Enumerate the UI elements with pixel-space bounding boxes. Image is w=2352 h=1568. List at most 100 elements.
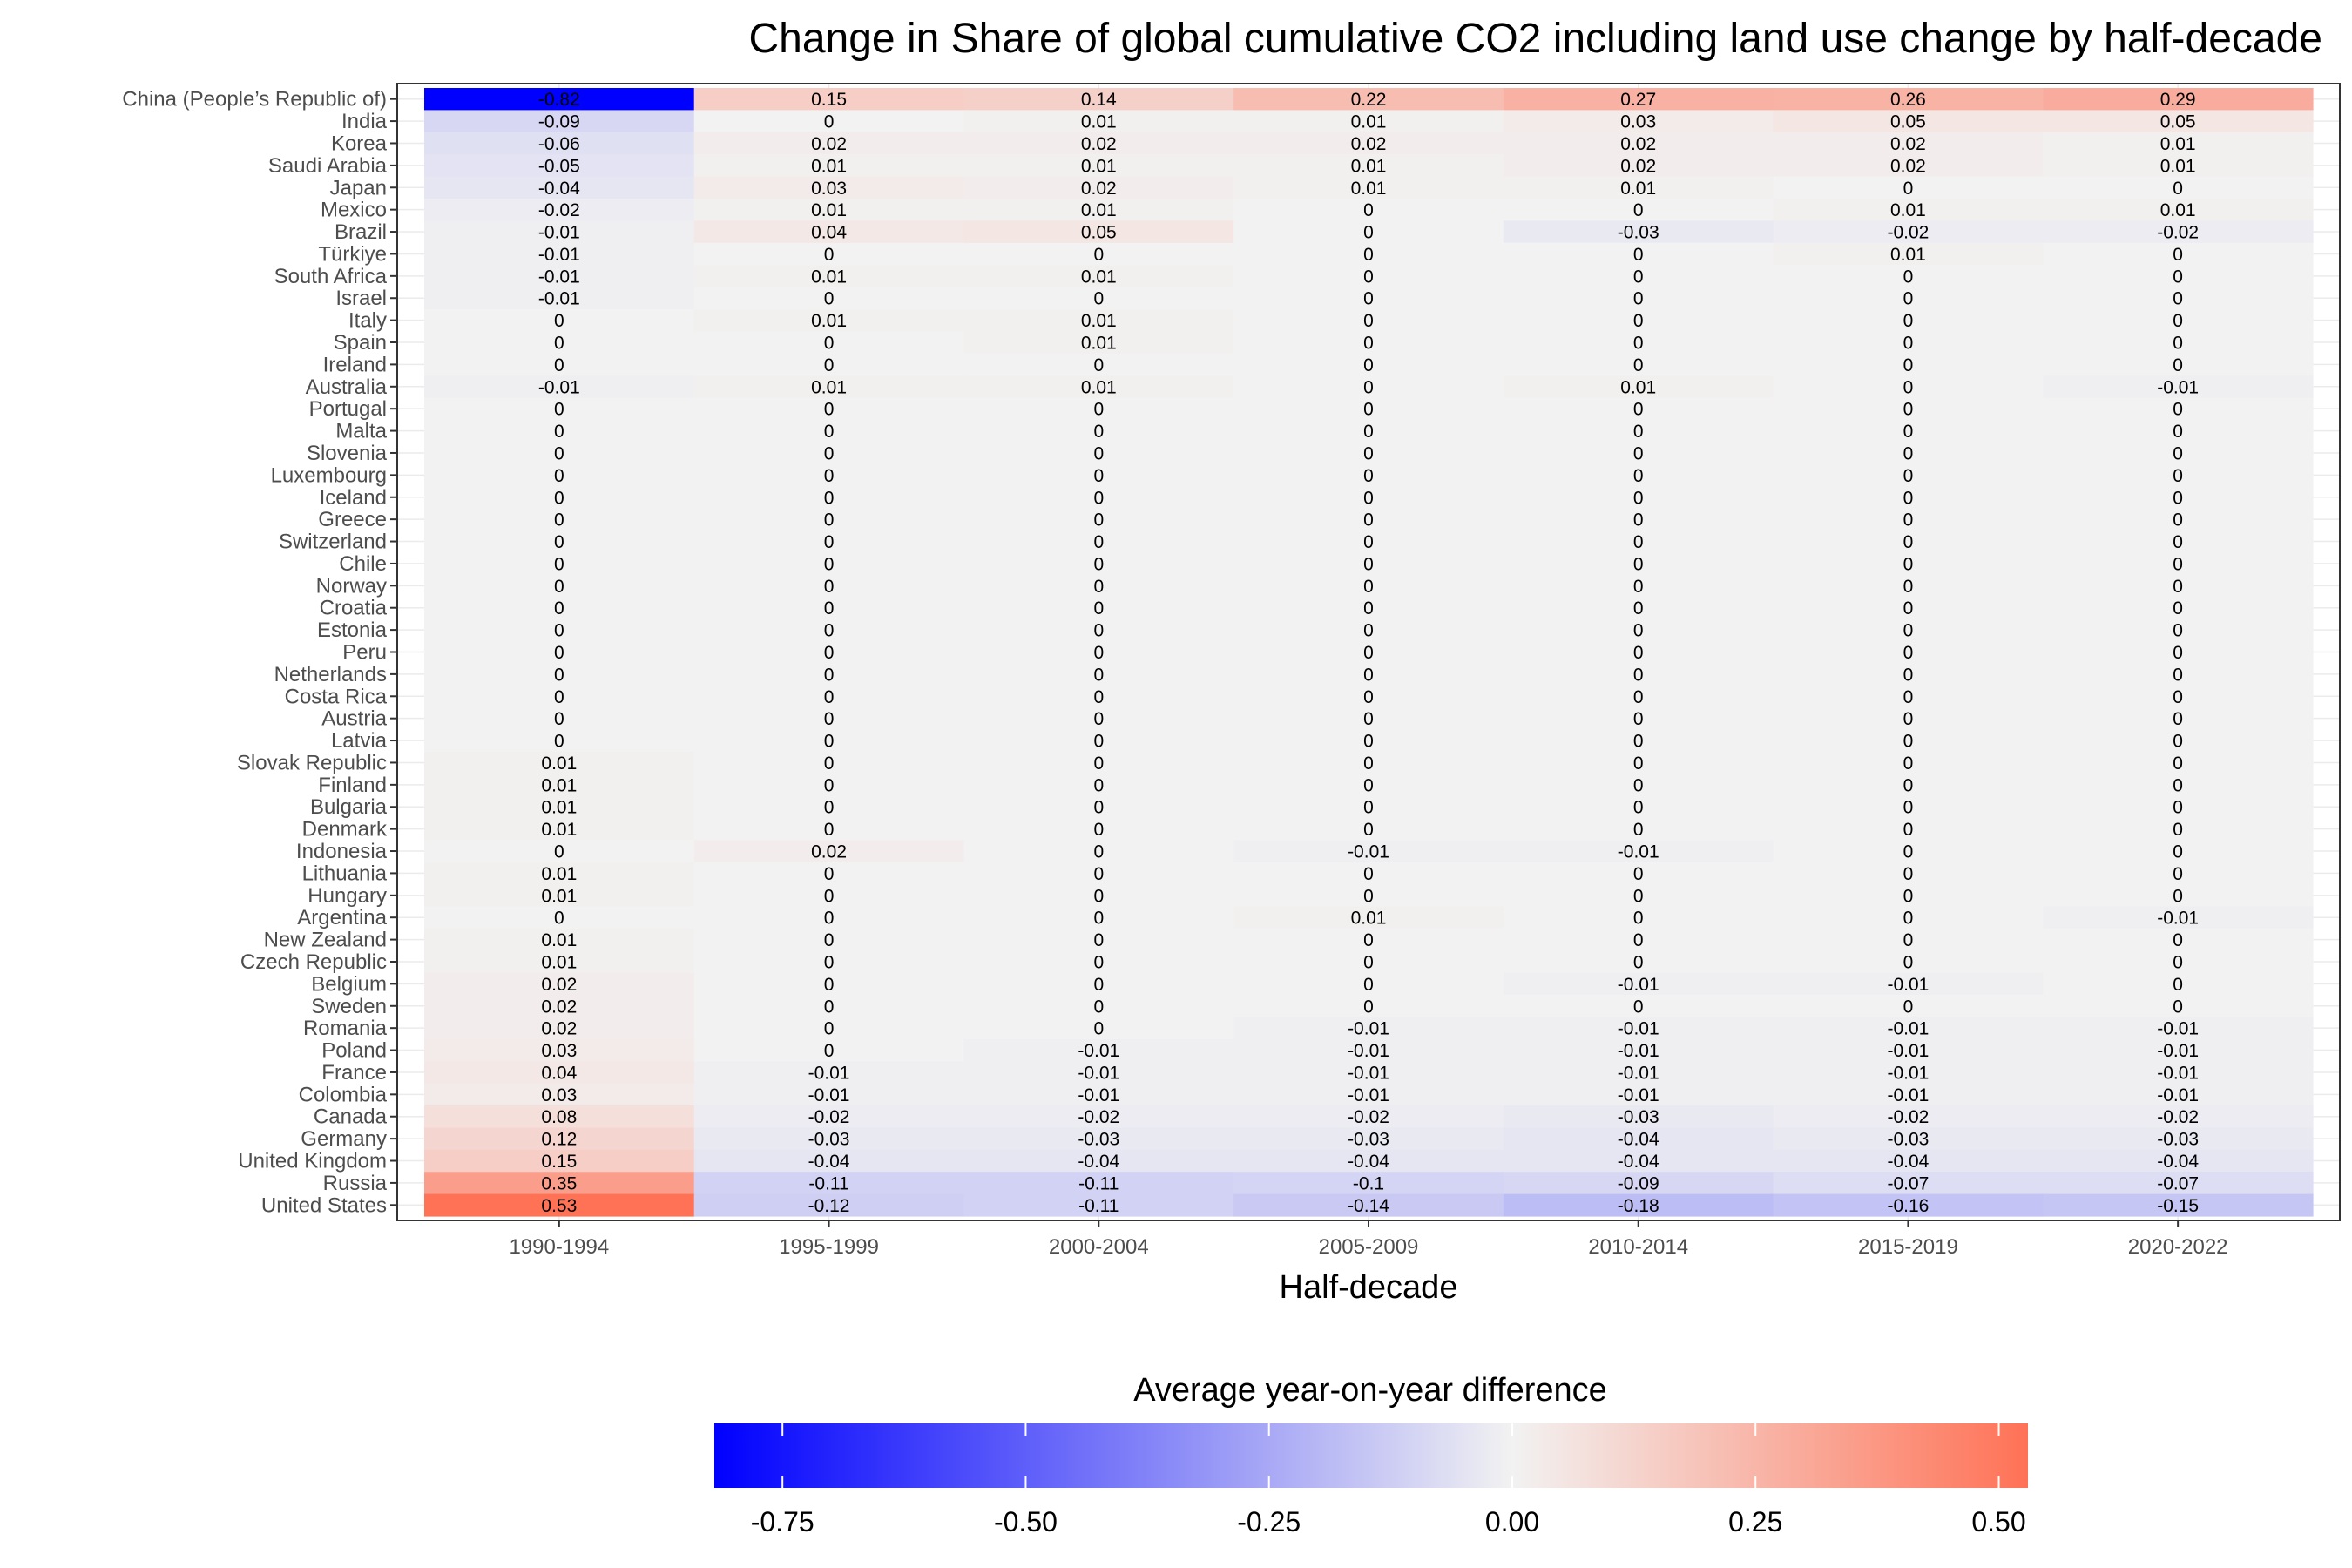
cell-value-label: -0.11 xyxy=(1078,1173,1119,1193)
cell-value-label: 0 xyxy=(1633,665,1644,685)
heatmap-cell xyxy=(693,242,965,266)
heatmap-cell xyxy=(2043,729,2314,753)
heatmap-cell xyxy=(963,729,1234,753)
heatmap-cell xyxy=(2043,1105,2314,1129)
heatmap-cell xyxy=(1233,1017,1504,1040)
heatmap-cell xyxy=(1773,486,2044,510)
cell-value-label: 0.35 xyxy=(541,1173,577,1193)
heatmap-cell xyxy=(2043,1193,2314,1217)
heatmap-cell xyxy=(2043,751,2314,774)
cell-value-label: 0 xyxy=(2173,532,2183,552)
cell-value-label: 0 xyxy=(1633,798,1644,818)
heatmap-cell xyxy=(1503,906,1774,929)
heatmap-cell xyxy=(963,640,1234,664)
cell-value-label: -0.03 xyxy=(1618,1107,1659,1127)
heatmap-cell xyxy=(1233,840,1504,863)
cell-value-label: 0.02 xyxy=(1351,134,1387,154)
cell-value-label: -0.02 xyxy=(1887,1107,1929,1127)
cell-value-label: -0.05 xyxy=(538,156,580,176)
heatmap-cell xyxy=(693,995,965,1018)
cell-value-label: 0 xyxy=(1633,598,1644,618)
cell-value-label: 0 xyxy=(554,732,564,752)
heatmap-cell xyxy=(1233,884,1504,908)
cell-value-label: 0.01 xyxy=(1081,156,1117,176)
cell-value-label: 0.26 xyxy=(1890,90,1926,110)
cell-value-label: -0.01 xyxy=(1887,1041,1929,1061)
cell-value-label: 0 xyxy=(1363,422,1374,442)
cell-value-label: 0 xyxy=(1363,355,1374,375)
heatmap-cells xyxy=(424,88,2314,1217)
heatmap-cell xyxy=(1773,928,2044,951)
heatmap-cell xyxy=(1233,1193,1504,1217)
legend-tick-label: 0.25 xyxy=(1728,1506,1782,1538)
heatmap-cell xyxy=(424,331,695,355)
heatmap-cell xyxy=(2043,706,2314,730)
heatmap-cell xyxy=(1773,508,2044,531)
heatmap-cell xyxy=(2043,265,2314,288)
y-tick-label: Spain xyxy=(334,331,387,355)
heatmap-cell xyxy=(693,729,965,753)
heatmap-cell xyxy=(963,88,1234,111)
heatmap-cell xyxy=(1773,1038,2044,1062)
cell-value-label: 0 xyxy=(1903,267,1914,287)
heatmap-cell xyxy=(424,1083,695,1106)
cell-value-label: 0 xyxy=(824,621,835,641)
cell-value-label: 0 xyxy=(1903,598,1914,618)
cell-value-label: 0 xyxy=(1093,997,1104,1017)
heatmap-cell xyxy=(693,862,965,885)
heatmap-cell xyxy=(693,463,965,487)
cell-value-label: 0 xyxy=(2173,267,2183,287)
cell-value-label: 0 xyxy=(2173,798,2183,818)
y-tick-label: Argentina xyxy=(297,906,387,929)
heatmap-cell xyxy=(1773,574,2044,598)
cell-value-label: 0 xyxy=(1093,732,1104,752)
heatmap-cell xyxy=(963,906,1234,929)
heatmap-cell xyxy=(1503,729,1774,753)
cell-value-label: 0.01 xyxy=(1890,245,1926,265)
heatmap-cell xyxy=(963,220,1234,244)
heatmap-cell xyxy=(424,353,695,376)
cell-value-label: 0 xyxy=(824,775,835,795)
cell-value-label: 0.02 xyxy=(811,842,847,862)
heatmap-cell xyxy=(424,1193,695,1217)
heatmap-cell xyxy=(1503,597,1774,620)
heatmap-cell xyxy=(2043,972,2314,996)
heatmap-cell xyxy=(2043,287,2314,310)
heatmap-cell xyxy=(693,795,965,819)
x-tick-label: 1995-1999 xyxy=(779,1235,879,1259)
cell-value-label: -0.04 xyxy=(1887,1152,1929,1172)
cell-value-label: 0 xyxy=(554,334,564,354)
cell-value-label: 0.01 xyxy=(811,267,847,287)
heatmap-cell xyxy=(1503,817,1774,841)
y-tick-label: Sweden xyxy=(311,995,387,1018)
heatmap-cell xyxy=(424,442,695,465)
heatmap-cell xyxy=(1503,442,1774,465)
cell-value-label: 0 xyxy=(1363,443,1374,463)
heatmap-cell xyxy=(1233,597,1504,620)
cell-value-label: 0 xyxy=(1633,687,1644,707)
heatmap-cell xyxy=(2043,618,2314,642)
cell-value-label: 0 xyxy=(1903,355,1914,375)
heatmap-cell xyxy=(693,442,965,465)
y-tick-label: Norway xyxy=(316,574,387,598)
cell-value-label: 0 xyxy=(2173,864,2183,884)
y-tick-label: Italy xyxy=(348,309,387,333)
heatmap-cell xyxy=(963,375,1234,399)
cell-value-label: 0 xyxy=(1363,864,1374,884)
cell-value-label: 0 xyxy=(824,665,835,685)
cell-value-label: 0 xyxy=(824,1019,835,1039)
cell-value-label: 0.03 xyxy=(811,179,847,199)
cell-value-label: 0 xyxy=(2173,687,2183,707)
cell-value-label: 0.01 xyxy=(1081,311,1117,331)
cell-value-label: 0 xyxy=(824,1041,835,1061)
heatmap-cell xyxy=(1773,375,2044,399)
heatmap-cell xyxy=(1233,463,1504,487)
cell-value-label: 0 xyxy=(1633,200,1644,220)
heatmap-cell xyxy=(693,840,965,863)
cell-value-label: 0 xyxy=(554,598,564,618)
heatmap-cell xyxy=(1773,397,2044,421)
cell-value-label: 0 xyxy=(2173,488,2183,508)
cell-value-label: -0.02 xyxy=(1887,223,1929,243)
cell-value-label: -0.12 xyxy=(808,1196,850,1216)
cell-value-label: 0 xyxy=(1363,820,1374,840)
